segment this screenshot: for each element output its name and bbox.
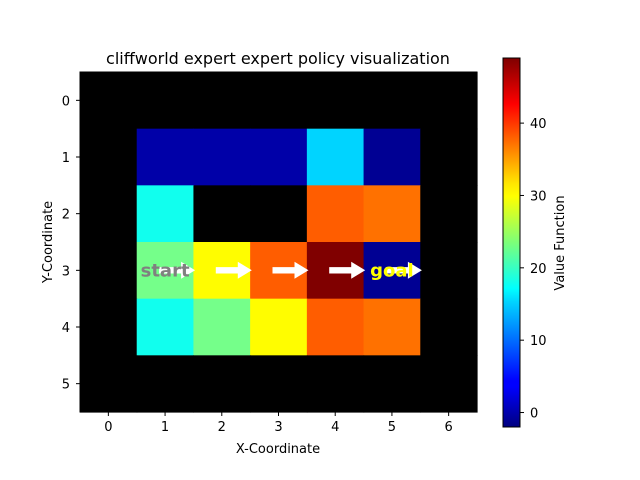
y-axis: 0 1 2 3 4 5 xyxy=(62,94,80,393)
y-tick-label: 5 xyxy=(62,378,70,393)
x-axis-label: X-Coordinate xyxy=(236,442,320,457)
heatmap-cell xyxy=(136,185,195,243)
heatmap-cell xyxy=(363,185,421,243)
y-tick-label: 3 xyxy=(62,264,70,279)
x-tick-label: 2 xyxy=(218,420,226,435)
colorbar-tick-label: 30 xyxy=(530,189,547,204)
x-tick-label: 5 xyxy=(388,420,396,435)
heatmap-cell xyxy=(420,72,478,130)
heatmap-cell xyxy=(306,355,365,413)
annotation-start: start xyxy=(141,260,190,281)
colorbar-label: Value Function xyxy=(553,195,568,290)
heatmap-cell xyxy=(250,355,308,413)
policy-arrow xyxy=(215,261,252,279)
y-tick-label: 0 xyxy=(62,94,70,109)
colorbar-tick-label: 0 xyxy=(530,407,538,422)
y-tick-label: 4 xyxy=(62,321,70,336)
heatmap-cell xyxy=(363,355,421,413)
heatmap-cell xyxy=(420,355,478,413)
heatmap-cell xyxy=(136,298,195,356)
colorbar-tick-label: 40 xyxy=(530,117,547,132)
heatmap-cell xyxy=(250,185,308,243)
x-tick-label: 1 xyxy=(161,420,169,435)
heatmap-cell xyxy=(420,128,478,186)
heatmap-cell xyxy=(193,298,251,356)
heatmap-cell xyxy=(363,298,421,356)
y-axis-label: Y-Coordinate xyxy=(41,201,56,284)
heatmap-cell xyxy=(136,355,195,413)
annotation-goal: goal xyxy=(370,260,414,281)
heatmap-cell xyxy=(193,355,251,413)
heatmap-cell xyxy=(306,72,365,130)
policy-arrow xyxy=(385,261,422,279)
heatmap-cell xyxy=(420,242,478,300)
y-tick-label: 1 xyxy=(62,151,70,166)
colorbar-ticks: 0 10 20 30 40 xyxy=(520,117,547,422)
heatmap-cell xyxy=(250,298,308,356)
colorbar-tick-label: 20 xyxy=(530,262,547,277)
heatmap-cell xyxy=(306,185,365,243)
policy-arrow xyxy=(272,261,309,279)
heatmap-cell xyxy=(136,72,195,130)
heatmap-cell xyxy=(306,128,365,186)
heatmap-cell xyxy=(250,72,308,130)
heatmap-cell xyxy=(136,128,195,186)
x-tick-label: 4 xyxy=(331,420,339,435)
heatmap-cell xyxy=(80,72,138,130)
heatmap-cell xyxy=(363,128,421,186)
heatmap-cell xyxy=(363,72,421,130)
heatmap-cell xyxy=(420,298,478,356)
heatmap-cell xyxy=(193,72,251,130)
heatmap-cell xyxy=(80,355,138,413)
heatmap-cell xyxy=(80,185,138,243)
x-tick-label: 3 xyxy=(274,420,282,435)
heatmap-grid xyxy=(80,72,478,413)
x-tick-label: 0 xyxy=(104,420,112,435)
x-tick-label: 6 xyxy=(445,420,453,435)
heatmap-cell xyxy=(80,298,138,356)
heatmap-cell xyxy=(193,185,251,243)
policy-arrows xyxy=(159,261,422,279)
heatmap-cell xyxy=(80,242,138,300)
colorbar-tick-label: 10 xyxy=(530,334,547,349)
policy-arrow xyxy=(329,261,366,279)
heatmap-cell xyxy=(193,128,251,186)
heatmap-cell xyxy=(80,128,138,186)
cell-annotations: start goal xyxy=(141,260,414,281)
x-axis: 0 1 2 3 4 5 6 xyxy=(104,412,453,435)
heatmap-cell xyxy=(250,128,308,186)
heatmap-cell xyxy=(306,298,365,356)
colorbar xyxy=(502,57,521,428)
heatmap-cell xyxy=(420,185,478,243)
y-tick-label: 2 xyxy=(62,208,70,223)
chart-title: cliffworld expert expert policy visualiz… xyxy=(106,49,450,68)
policy-arrow xyxy=(159,261,196,279)
